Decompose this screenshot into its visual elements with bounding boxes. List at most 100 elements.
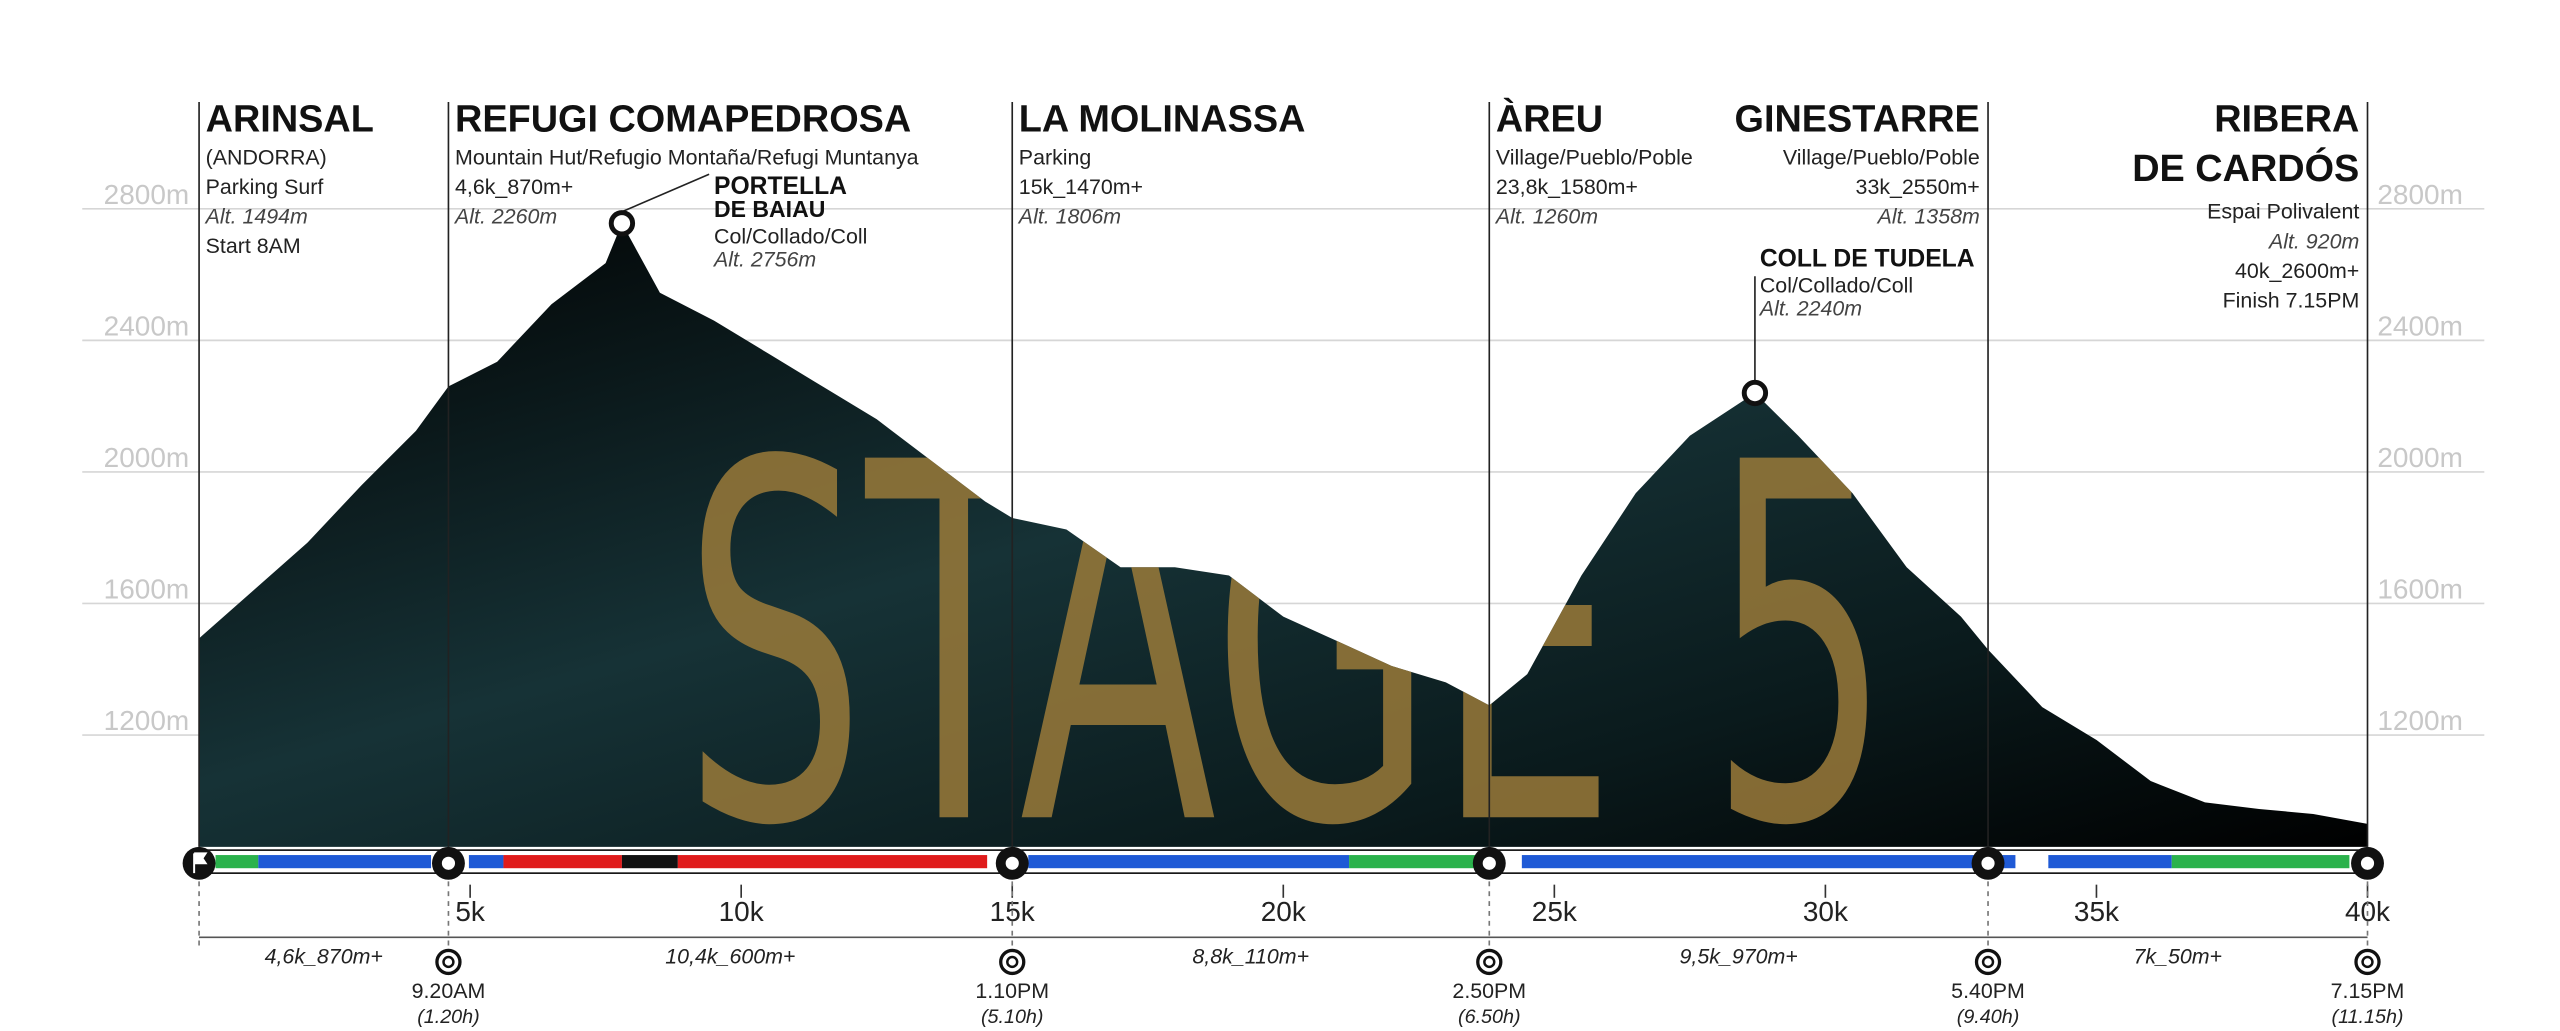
station-time: 7.15PM	[2331, 979, 2405, 1003]
clock-icon-inner	[1006, 955, 1019, 969]
station-icon-inner	[2360, 856, 2375, 870]
pass-detail: Alt. 2756m	[712, 247, 816, 271]
station-icon-inner	[1482, 856, 1496, 870]
y-tick-label: 2400m	[104, 310, 190, 341]
clock-icon	[2354, 948, 2381, 976]
y-tick-label-right: 1600m	[2377, 574, 2463, 605]
waypoint-detail: Alt. 1806m	[1017, 205, 1121, 229]
waypoint-name: DE CARDÓS	[2132, 147, 2359, 190]
pass-marker	[608, 210, 636, 237]
waypoint-name: ÀREU	[1496, 99, 1603, 141]
station-duration: (1.20h)	[417, 1006, 480, 1028]
pass-detail: Alt. 2240m	[1758, 297, 1862, 321]
waypoint-detail: Espai Polivalent	[2207, 200, 2359, 224]
x-tick-label: 35k	[2074, 896, 2120, 927]
clock-icon-inner	[442, 955, 455, 969]
station-icon-inner	[1005, 856, 1019, 870]
y-tick-label-right: 2800m	[2377, 179, 2463, 210]
y-tick-label-right: 2400m	[2377, 310, 2463, 341]
grid: 1200m 1200m 1600m 1600m 2000m 2000m 2400m 2400m…	[82, 179, 2485, 736]
track-segment	[1349, 855, 1486, 869]
station-duration: (9.40h)	[1957, 1006, 2020, 1028]
waypoint-detail: Parking Surf	[206, 175, 324, 199]
track-segment	[258, 855, 432, 869]
waypoint-detail: Alt. 1260m	[1494, 205, 1598, 229]
x-tick-label: 5k	[455, 896, 486, 927]
x-tick-label: 20k	[1261, 896, 1307, 927]
waypoint-detail: 33k_2550m+	[1856, 175, 1980, 199]
track-segment	[2171, 855, 2350, 869]
y-tick-label: 2800m	[104, 179, 190, 210]
pass-name: PORTELLA	[714, 173, 847, 200]
clock-icon-inner	[2361, 955, 2374, 969]
watermark: STAGE 5	[683, 360, 1892, 934]
clock-icon-inner	[1981, 955, 1995, 969]
clock-icon	[1476, 948, 1503, 976]
pass-detail: Col/Collado/Coll	[1760, 274, 1913, 298]
start-flag	[193, 852, 208, 874]
track-segment	[621, 855, 678, 869]
station-time: 9.20AM	[412, 979, 486, 1003]
waypoint-detail: Mountain Hut/Refugio Montaña/Refugi Munt…	[455, 145, 919, 169]
plot: STAGE 5	[199, 223, 2368, 934]
pass-marker	[1741, 379, 1769, 407]
waypoint-detail: Alt. 920m	[2267, 229, 2359, 253]
waypoint-detail: Village/Pueblo/Poble	[1783, 145, 1980, 169]
waypoint-detail: Alt. 2260m	[453, 205, 557, 229]
track-segment	[468, 855, 504, 869]
x-tick-label: 30k	[1803, 896, 1849, 927]
clock-icon	[435, 948, 462, 976]
leg-label: 9,5k_970m+	[1680, 945, 1798, 969]
station-icon-inner	[1981, 856, 1995, 870]
station-icon-inner	[441, 856, 456, 870]
waypoint-detail: 15k_1470m+	[1019, 175, 1143, 199]
track-segment	[503, 855, 622, 869]
waypoint-detail: Finish 7.15PM	[2223, 288, 2360, 312]
pass-detail: Col/Collado/Coll	[714, 224, 867, 248]
clock-icon	[999, 948, 1026, 976]
station-time: 2.50PM	[1452, 979, 1526, 1003]
station-duration: (11.15h)	[2332, 1006, 2404, 1028]
y-tick-label-right: 1200m	[2377, 705, 2463, 736]
pass-leader	[621, 173, 710, 213]
pass-name: DE BAIAU	[714, 196, 825, 222]
waypoint-name: LA MOLINASSA	[1019, 99, 1306, 141]
waypoint-detail: Alt. 1358m	[1876, 205, 1980, 229]
waypoint-detail: Parking	[1019, 145, 1092, 169]
clock-icon	[1974, 948, 2002, 976]
pass-name: COLL DE TUDELA	[1760, 245, 1975, 272]
clock-icon-inner	[1483, 955, 1496, 969]
x-tick-label: 10k	[719, 896, 765, 927]
leg-label: 8,8k_110m+	[1192, 945, 1309, 969]
elevation-area	[199, 223, 2368, 847]
track-segment	[1028, 855, 1350, 869]
waypoint-detail: Start 8AM	[206, 234, 301, 258]
leg-label: 4,6k_870m+	[265, 945, 383, 969]
waypoint-detail: 23,8k_1580m+	[1496, 175, 1638, 199]
waypoint-name: GINESTARRE	[1735, 99, 1980, 141]
annotations: 5k 10k 15k 20k 25k 30k 35k 40kARINSAL(ANDORRA)P…	[182, 99, 2405, 1028]
leg-label: 7k_50m+	[2133, 945, 2222, 969]
waypoint-detail: (ANDORRA)	[206, 145, 327, 169]
station-time: 5.40PM	[1951, 979, 2025, 1003]
track-segment	[2048, 855, 2172, 869]
waypoint-detail: 4,6k_870m+	[455, 175, 573, 199]
waypoint-name: REFUGI COMAPEDROSA	[455, 99, 911, 141]
watermark-group: STAGE 5	[683, 360, 1892, 934]
station-time: 1.10PM	[975, 979, 1049, 1003]
waypoint-name: ARINSAL	[206, 99, 374, 141]
waypoint-detail: Alt. 1494m	[204, 205, 308, 229]
track-segment	[215, 855, 259, 869]
waypoint-name: RIBERA	[2214, 99, 2359, 141]
station-duration: (5.10h)	[981, 1006, 1044, 1028]
leg-label: 10,4k_600m+	[665, 945, 795, 969]
track-segment	[677, 855, 988, 869]
waypoint-detail: Village/Pueblo/Poble	[1496, 145, 1693, 169]
track-segment	[1521, 855, 2016, 869]
y-tick-label: 1600m	[104, 574, 190, 605]
y-tick-label: 1200m	[104, 705, 190, 736]
y-tick-label-right: 2000m	[2377, 442, 2463, 473]
x-tick-label: 25k	[1532, 896, 1578, 927]
y-tick-label: 2000m	[104, 442, 190, 473]
